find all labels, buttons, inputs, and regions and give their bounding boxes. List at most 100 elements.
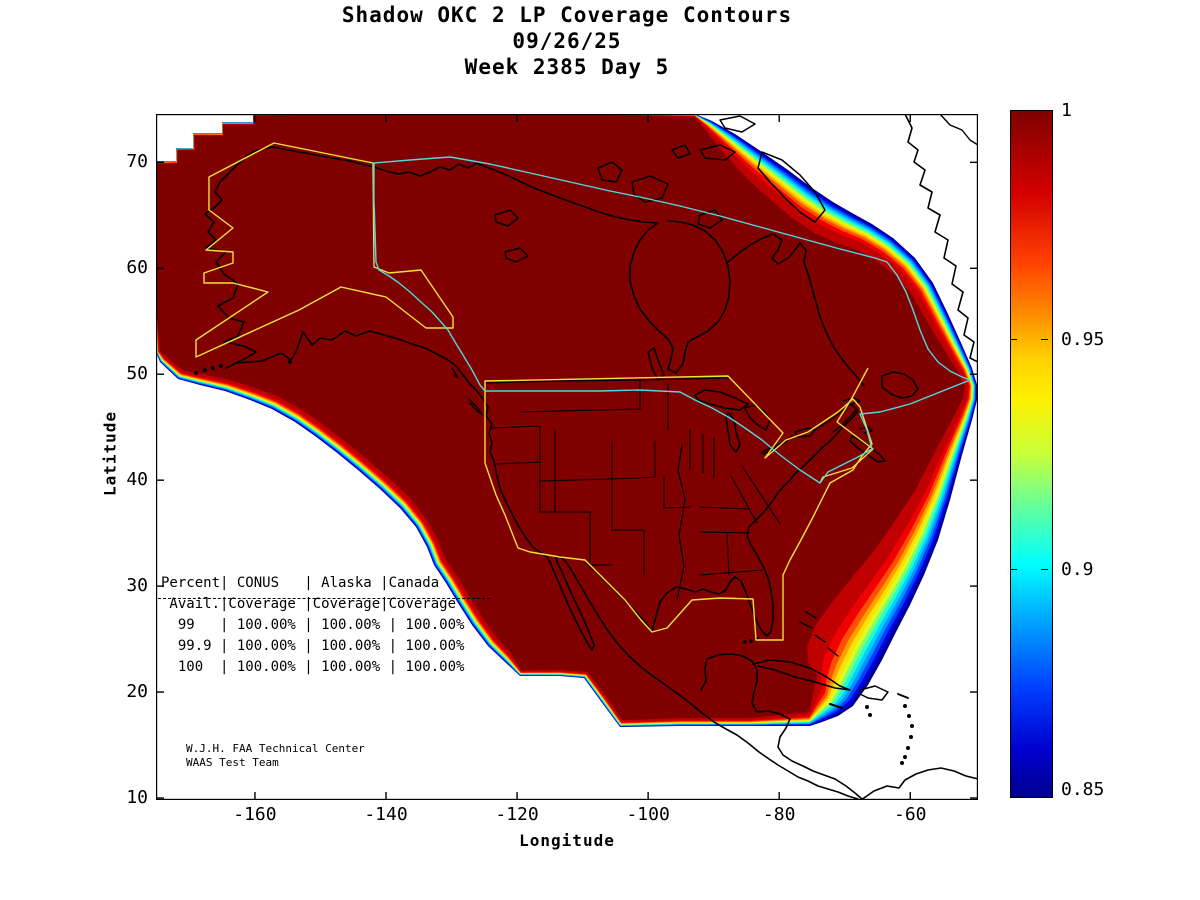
lesser-antilles <box>906 746 910 750</box>
cuba <box>752 659 851 691</box>
arctic-coast <box>252 146 659 224</box>
lesser-antilles <box>865 705 869 709</box>
colorbar-tick-label: 0.9 <box>1061 558 1094 580</box>
lesser-antilles <box>909 735 913 739</box>
chart-week-day: Week 2385 Day 5 <box>464 55 670 79</box>
bahamas-island <box>799 621 813 629</box>
baja-california <box>546 556 595 651</box>
yucatan-central-america <box>700 653 863 800</box>
great-slave-lake <box>504 247 529 263</box>
great-bear-lake <box>494 209 519 227</box>
devon-island <box>699 144 736 161</box>
state-border <box>663 506 691 509</box>
rio-grande-border <box>585 562 653 633</box>
colorbar-tick <box>1041 339 1048 341</box>
lake-superior <box>694 389 749 411</box>
arctic-island <box>671 144 691 159</box>
ellesmere-island <box>719 115 756 133</box>
bahamas-island <box>805 611 817 619</box>
x-tick-label: -100 <box>626 804 670 825</box>
aleutian-island <box>211 366 215 370</box>
colorbar <box>1010 110 1053 798</box>
y-tick-label: 50 <box>126 363 148 385</box>
stats-table-divider <box>158 598 490 599</box>
x-tick-label: -80 <box>762 804 796 825</box>
aleutian-island <box>219 364 223 368</box>
state-border <box>699 531 750 534</box>
pacific-coast <box>235 330 548 558</box>
colorbar-tick <box>1041 568 1048 570</box>
lesser-antilles <box>868 713 872 717</box>
colorbar-tick-label: 0.85 <box>1061 779 1105 800</box>
conus-region-boundary <box>484 375 873 641</box>
us-canada-border <box>484 377 729 384</box>
vancouver-island <box>467 397 483 415</box>
lesser-antilles <box>900 761 904 765</box>
canada-region-boundary <box>819 367 874 484</box>
mexico-central-america-coast <box>555 555 859 800</box>
axes-border <box>156 114 978 800</box>
y-tick-label: 40 <box>126 469 148 491</box>
southampton-island <box>697 209 723 229</box>
florida-keys <box>743 640 747 644</box>
state-border <box>491 425 541 429</box>
x-tick-label: -160 <box>233 804 277 825</box>
haida-gwaii-island <box>451 367 459 379</box>
lesser-antilles <box>903 755 907 759</box>
coverage-map <box>156 114 978 800</box>
alaska-region-boundary <box>195 142 454 358</box>
greenland-coast <box>904 114 978 363</box>
y-tick-label: 70 <box>126 151 148 173</box>
state-border <box>611 476 656 480</box>
state-border <box>726 532 730 576</box>
chart-title: Shadow OKC 2 LP Coverage Contours <box>341 3 793 27</box>
lake-michigan <box>725 411 741 453</box>
chart-title-block: Shadow OKC 2 LP Coverage Contours 09/26/… <box>156 2 978 80</box>
x-axis-label: Longitude <box>519 831 615 850</box>
state-border <box>730 475 758 524</box>
lesser-antilles <box>903 704 907 708</box>
hudson-bay <box>629 220 731 374</box>
lesser-antilles <box>910 724 914 728</box>
newfoundland <box>881 371 919 399</box>
florida-keys <box>749 639 753 643</box>
y-tick-label: 60 <box>126 257 148 279</box>
south-america-coast <box>860 767 978 800</box>
x-tick-label: -60 <box>893 804 927 825</box>
alaska-west-coast <box>204 151 257 369</box>
state-border <box>741 465 781 525</box>
x-tick-label: -120 <box>495 804 539 825</box>
plot-area <box>156 114 978 800</box>
state-border <box>539 478 613 482</box>
hispaniola <box>859 685 889 701</box>
chart-date: 09/26/25 <box>512 29 622 53</box>
puerto-rico <box>897 693 909 699</box>
bahamas-island <box>827 647 839 657</box>
coverage-stats-table: Percent| CONUS | Alaska |Canada Avail.|C… <box>161 575 465 675</box>
jamaica <box>829 703 843 709</box>
lake-winnipeg <box>647 347 665 381</box>
colorbar-tick-label: 0.95 <box>1061 329 1105 351</box>
gulf-and-east-coast <box>651 410 859 637</box>
state-border <box>699 506 749 510</box>
aleutian-island <box>194 371 198 375</box>
geo-footprint-boundary <box>373 156 971 484</box>
colorbar-tick <box>1010 339 1017 341</box>
victoria-island <box>631 175 669 203</box>
x-tick-label: -140 <box>364 804 408 825</box>
greenland-north-coast <box>939 114 978 146</box>
y-tick-label: 10 <box>126 786 148 808</box>
lesser-antilles <box>907 714 911 718</box>
labrador-coast <box>727 233 865 387</box>
st-lawrence-river <box>814 403 858 433</box>
baffin-island <box>757 151 826 223</box>
coverage-contour-band <box>156 114 966 721</box>
aleutian-island <box>203 368 207 372</box>
aleutian-island <box>288 360 292 364</box>
bahamas-island <box>814 634 826 643</box>
y-tick-label: 20 <box>126 681 148 703</box>
colorbar-tick <box>1010 568 1017 570</box>
mississippi-river <box>676 444 686 601</box>
banks-island <box>597 161 623 183</box>
